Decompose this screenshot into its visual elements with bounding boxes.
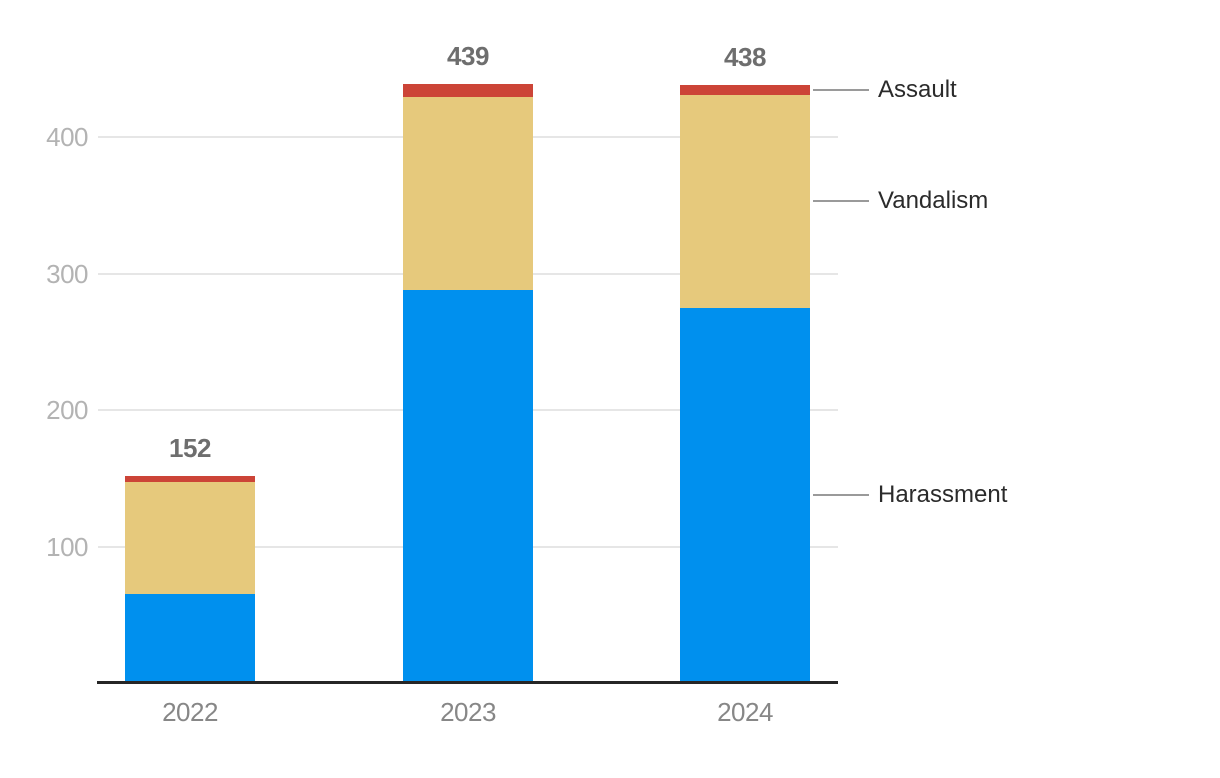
bar-2024-segment-vandalism — [680, 94, 810, 308]
y-axis-tick-label-200: 200 — [46, 395, 88, 425]
y-axis-tick-label-300: 300 — [46, 258, 88, 289]
bar-2023-segment-vandalism — [403, 97, 533, 290]
bar-2024-segment-assault — [680, 85, 810, 95]
legend-label-assault: Assault — [878, 75, 957, 103]
bar-2022-segment-assault — [125, 475, 255, 483]
bar-2024-segment-harassment — [680, 307, 810, 683]
legend-connector-line-harassment — [813, 494, 869, 497]
bar-2022-segment-vandalism — [125, 482, 255, 595]
legend-connector-line-vandalism — [813, 200, 869, 203]
bar-2023-segment-harassment — [403, 289, 533, 683]
bar-2022-segment-harassment — [125, 594, 255, 683]
legend-label-vandalism: Vandalism — [878, 187, 989, 215]
bar-total-label-2022: 152 — [169, 432, 211, 463]
bar-2023-segment-assault — [403, 83, 533, 98]
legend-label-harassment: Harassment — [878, 481, 1008, 509]
y-axis-tick-label-400: 400 — [46, 122, 88, 152]
legend-connector-line-assault — [813, 88, 869, 91]
x-axis-label-2024: 2024 — [717, 697, 773, 727]
bar-total-label-2024: 438 — [724, 42, 766, 73]
bar-total-label-2023: 439 — [447, 40, 489, 71]
x-axis-line — [97, 681, 838, 684]
x-axis-label-2022: 2022 — [162, 697, 218, 727]
x-axis-label-2023: 2023 — [440, 697, 496, 727]
y-axis-tick-label-100: 100 — [46, 531, 88, 562]
